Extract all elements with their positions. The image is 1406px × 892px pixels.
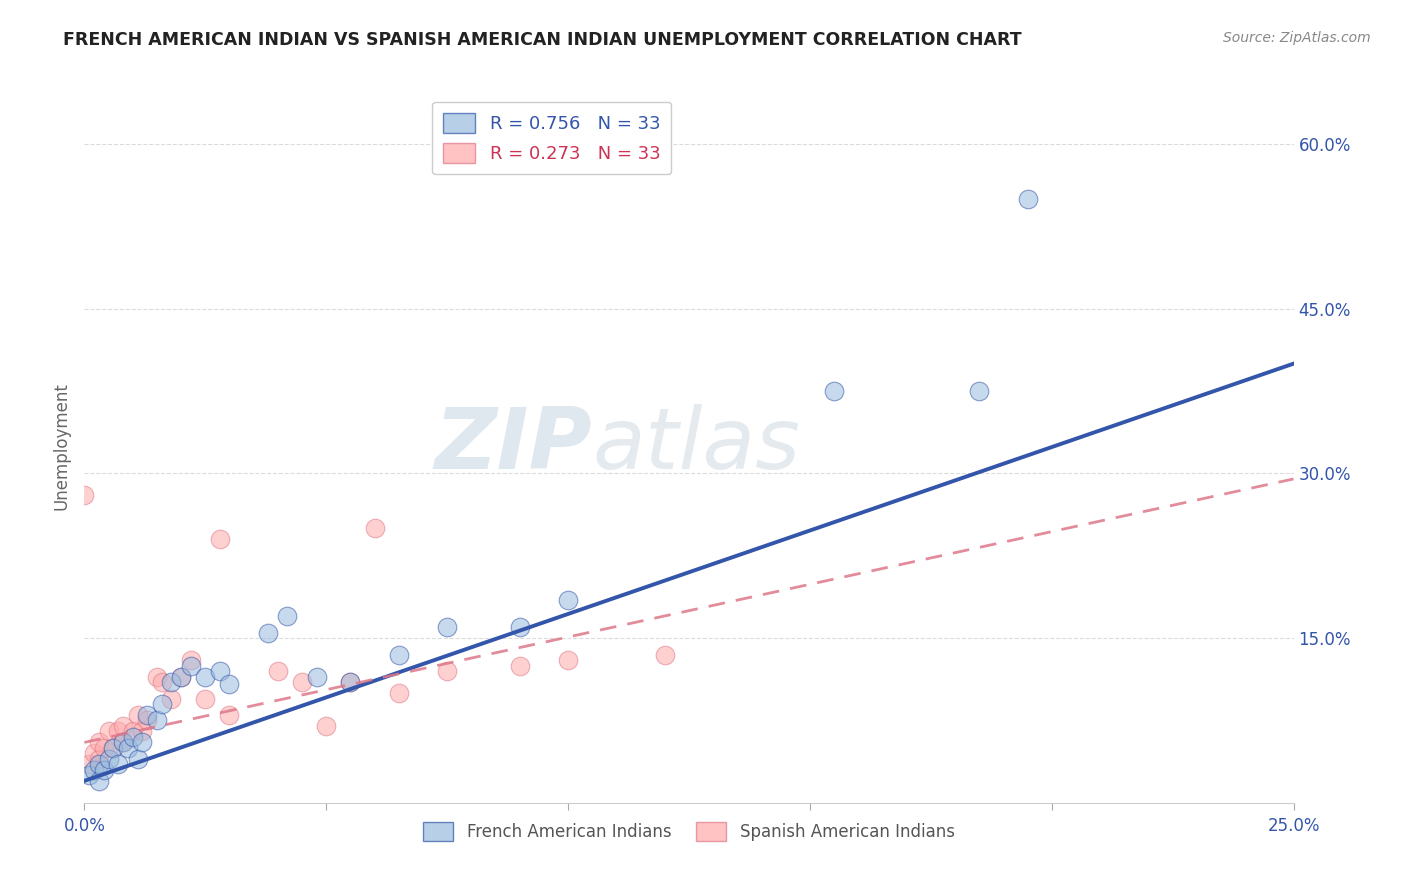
Point [136, 714, 159, 728]
Point [93, 763, 115, 777]
Point [112, 735, 135, 749]
Point [83, 763, 105, 777]
Point [218, 708, 240, 723]
Point [77, 757, 100, 772]
Point [107, 724, 129, 739]
Point [107, 757, 129, 772]
Point [146, 714, 169, 728]
Point [208, 664, 231, 678]
Point [339, 675, 361, 690]
Point [112, 735, 135, 749]
Point [160, 691, 183, 706]
Point [1017, 192, 1039, 206]
Point [121, 724, 143, 739]
Point [87, 757, 110, 772]
Point [388, 686, 411, 700]
Point [654, 648, 676, 662]
Point [117, 740, 139, 755]
Point [127, 708, 149, 723]
Y-axis label: Unemployment: Unemployment [52, 382, 70, 510]
Legend: French American Indians, Spanish American Indians: French American Indians, Spanish America… [416, 815, 962, 848]
Point [363, 521, 385, 535]
Point [509, 658, 531, 673]
Point [967, 384, 990, 398]
Point [180, 653, 202, 667]
Point [150, 675, 173, 690]
Point [170, 669, 193, 683]
Point [103, 740, 125, 755]
Point [150, 697, 173, 711]
Point [87, 752, 110, 766]
Point [194, 691, 217, 706]
Point [131, 735, 153, 749]
Point [180, 658, 202, 673]
Point [436, 620, 458, 634]
Point [315, 719, 337, 733]
Point [131, 724, 153, 739]
Point [276, 609, 298, 624]
Point [87, 735, 110, 749]
Point [121, 730, 143, 744]
Point [127, 752, 149, 766]
Text: ZIP: ZIP [434, 404, 592, 488]
Point [339, 675, 361, 690]
Point [97, 752, 120, 766]
Point [557, 592, 579, 607]
Point [291, 675, 314, 690]
Point [83, 747, 105, 761]
Point [194, 669, 217, 683]
Text: Source: ZipAtlas.com: Source: ZipAtlas.com [1223, 31, 1371, 45]
Point [305, 669, 328, 683]
Point [87, 773, 110, 788]
Point [103, 740, 125, 755]
Point [218, 677, 240, 691]
Point [136, 708, 159, 723]
Point [257, 625, 280, 640]
Point [112, 719, 135, 733]
Point [436, 664, 458, 678]
Point [388, 648, 411, 662]
Text: atlas: atlas [592, 404, 800, 488]
Point [97, 724, 120, 739]
Point [160, 675, 183, 690]
Point [146, 669, 169, 683]
Point [170, 669, 193, 683]
Point [267, 664, 290, 678]
Point [73, 488, 96, 502]
Point [509, 620, 531, 634]
Point [823, 384, 845, 398]
Point [208, 533, 231, 547]
Point [557, 653, 579, 667]
Point [93, 740, 115, 755]
Text: FRENCH AMERICAN INDIAN VS SPANISH AMERICAN INDIAN UNEMPLOYMENT CORRELATION CHART: FRENCH AMERICAN INDIAN VS SPANISH AMERIC… [63, 31, 1022, 49]
Point [77, 768, 100, 782]
